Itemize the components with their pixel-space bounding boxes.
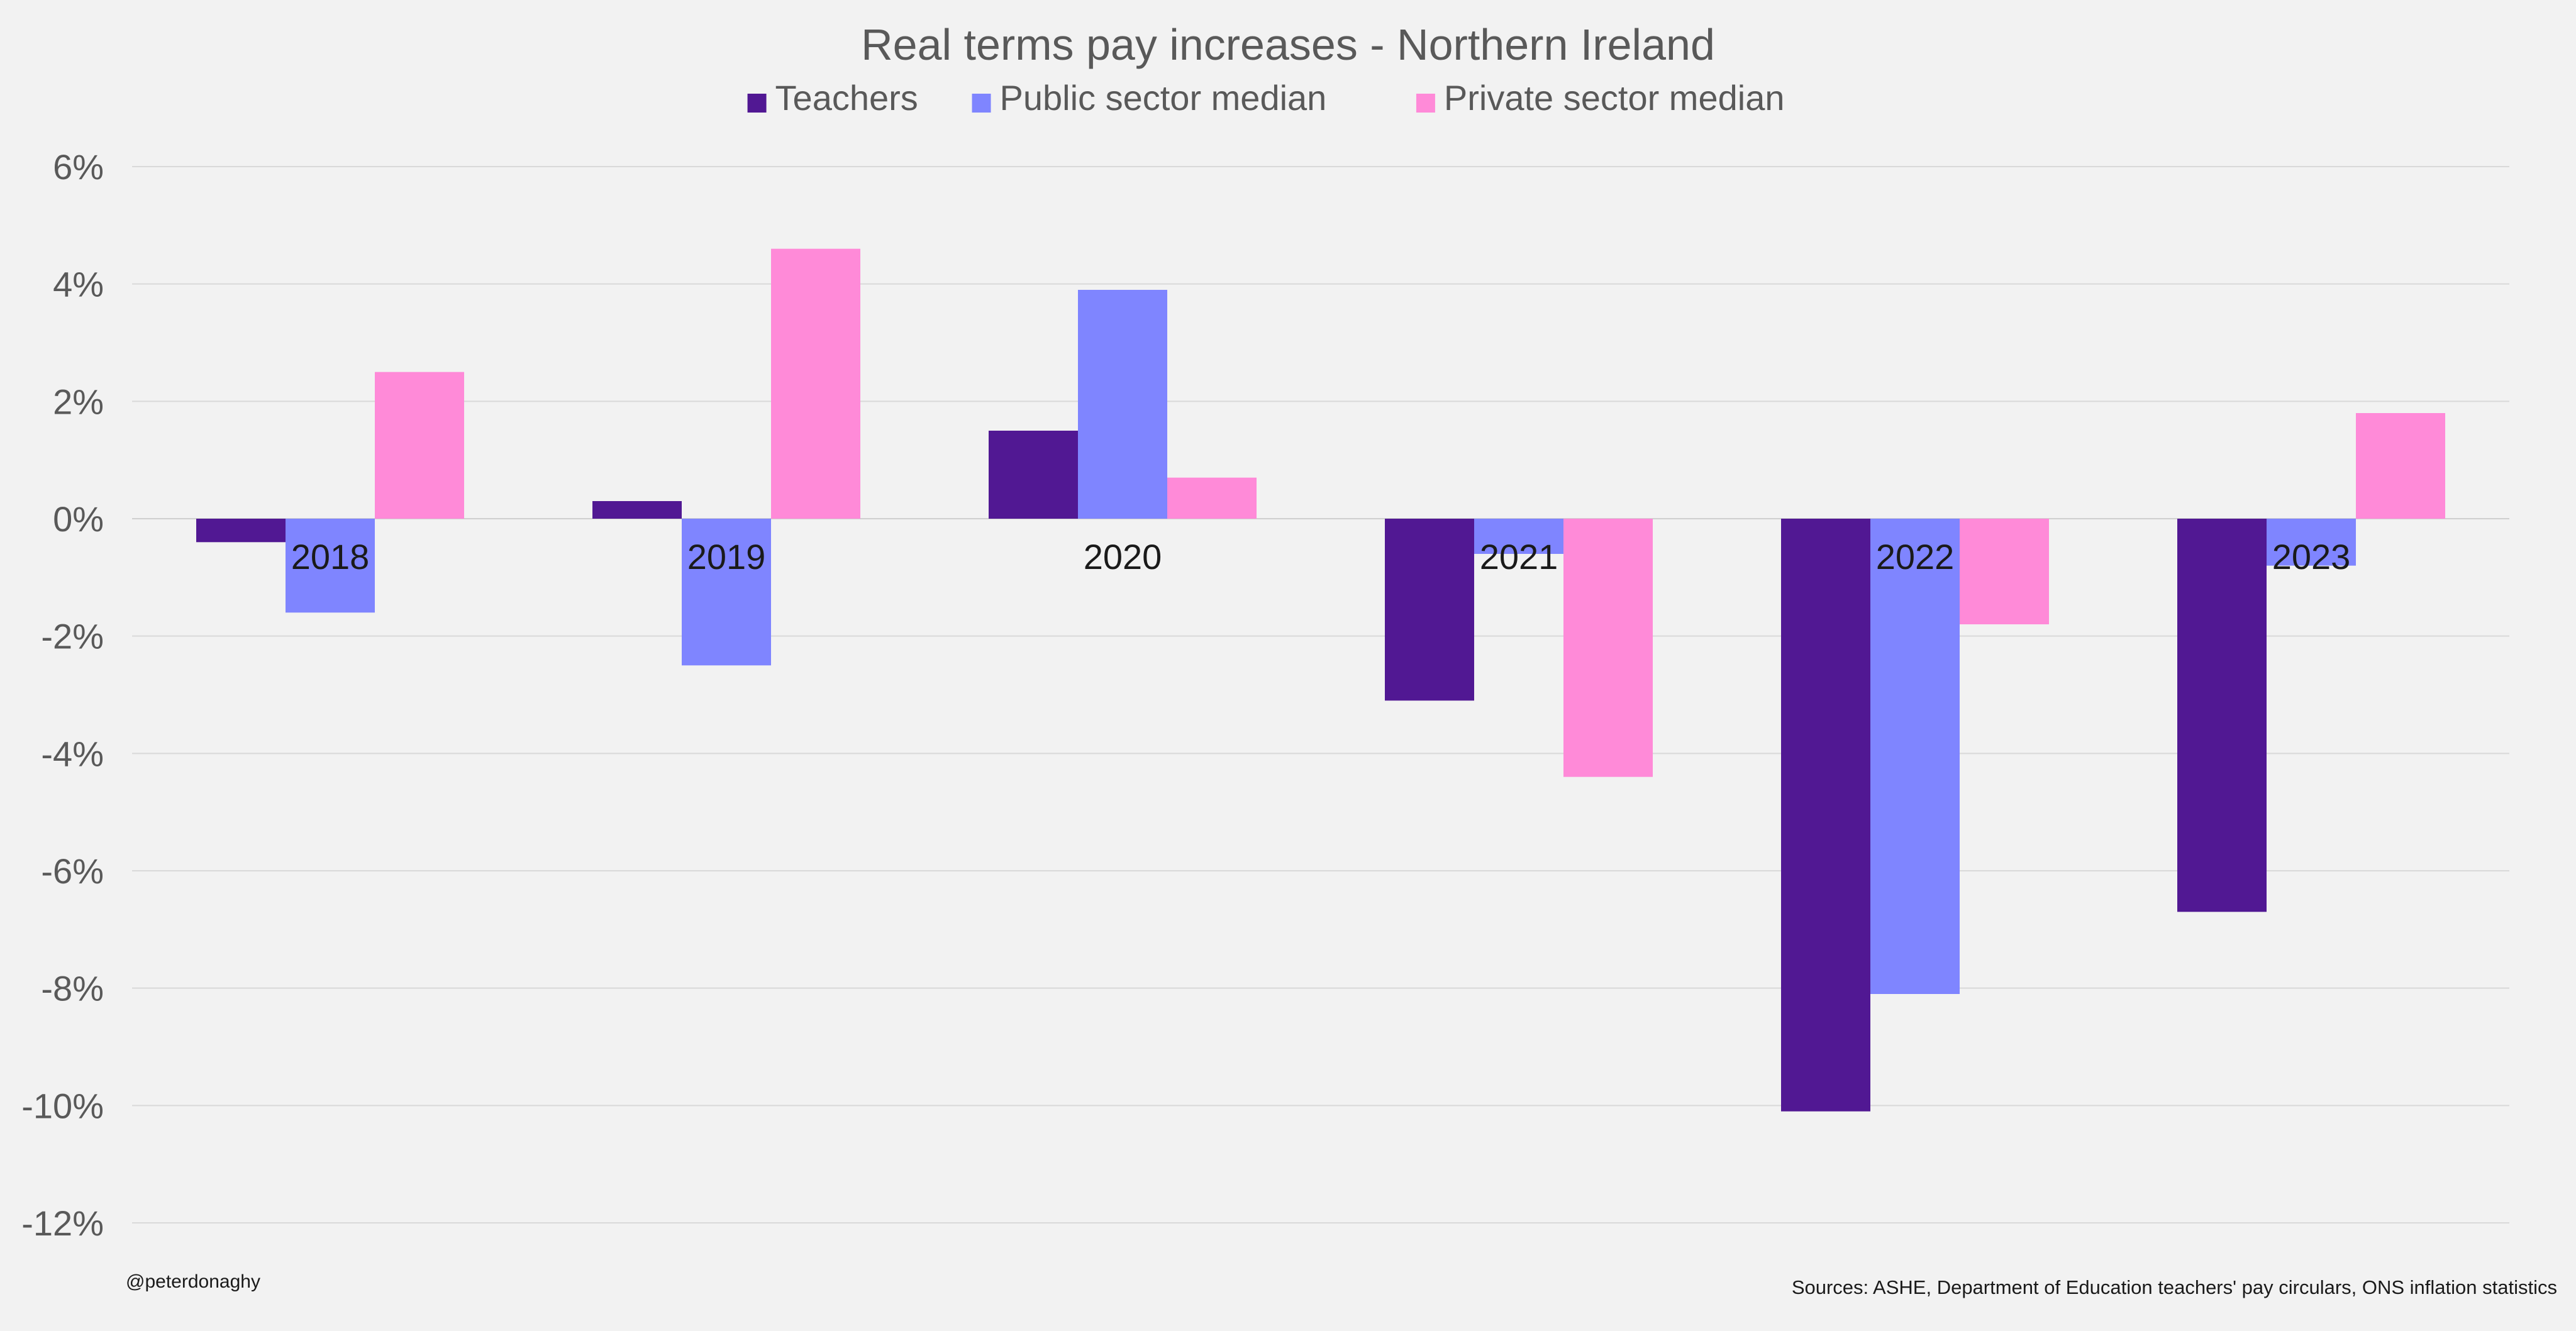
bars xyxy=(196,248,2445,1112)
bar xyxy=(1385,519,1474,701)
legend-label: Public sector median xyxy=(1000,78,1327,118)
legend-label: Teachers xyxy=(775,78,918,118)
y-tick-label: 0% xyxy=(53,499,104,539)
bar xyxy=(989,431,1078,519)
category-label: 2021 xyxy=(1480,537,1558,577)
gridlines xyxy=(132,166,2509,1223)
y-tick-label: -12% xyxy=(21,1203,104,1243)
bar xyxy=(1960,519,2049,624)
bar xyxy=(1167,477,1257,519)
category-label: 2023 xyxy=(2272,537,2351,577)
bar xyxy=(2356,413,2445,519)
category-label: 2018 xyxy=(291,537,370,577)
bar xyxy=(1563,519,1653,777)
chart-title: Real terms pay increases - Northern Irel… xyxy=(861,20,1715,69)
y-tick-label: -4% xyxy=(41,734,104,773)
bar xyxy=(592,501,682,519)
bar xyxy=(1078,290,1167,519)
y-tick-label: 6% xyxy=(53,147,104,187)
y-tick-label: -6% xyxy=(41,851,104,891)
bar xyxy=(2267,519,2356,566)
y-tick-label: -8% xyxy=(41,969,104,1008)
bar xyxy=(1870,519,1960,994)
category-label: 2022 xyxy=(1876,537,1955,577)
legend: Teachers Public sector median Private sect… xyxy=(747,78,1785,118)
bar xyxy=(2177,519,2267,912)
category-label: 2019 xyxy=(687,537,766,577)
bar xyxy=(375,372,464,519)
legend-swatch xyxy=(1416,94,1435,113)
sources-note: Sources: ASHE, Department of Education t… xyxy=(1791,1276,2557,1298)
legend-label: Private sector median xyxy=(1444,78,1785,118)
category-label: 2020 xyxy=(1084,537,1162,577)
legend-swatch xyxy=(747,94,767,113)
author-credit: @peterdonaghy xyxy=(126,1271,260,1292)
y-tick-label: -2% xyxy=(41,617,104,656)
bar xyxy=(286,519,375,613)
bar xyxy=(196,519,286,543)
bar xyxy=(682,519,771,666)
y-tick-label: 2% xyxy=(53,382,104,421)
y-tick-label: 4% xyxy=(53,265,104,304)
bar xyxy=(1474,519,1563,554)
bar xyxy=(771,248,860,519)
legend-swatch xyxy=(972,94,991,113)
y-tick-label: -10% xyxy=(21,1086,104,1125)
axis-labels: 6% 4% 2% 0% -2% -4% -6% -8% -10% -12% 2018 2019 2020… xyxy=(21,147,2350,1243)
bar xyxy=(1781,519,1870,1112)
